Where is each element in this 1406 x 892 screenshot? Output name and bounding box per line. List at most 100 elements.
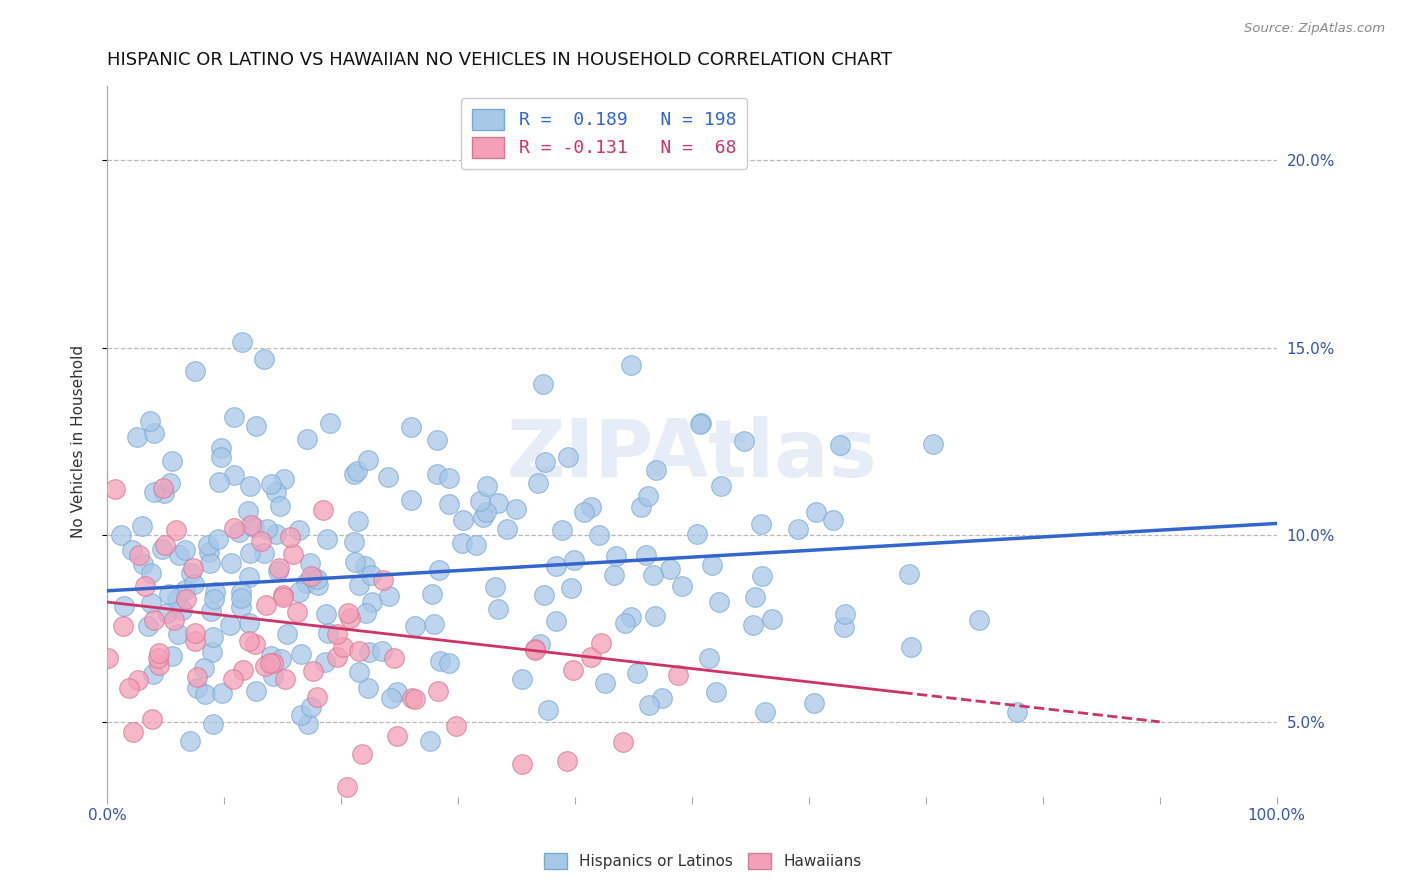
Point xyxy=(404,618,426,632)
Point xyxy=(385,685,408,699)
Point xyxy=(671,579,693,593)
Point xyxy=(312,502,335,516)
Point xyxy=(128,548,150,562)
Point xyxy=(510,673,533,687)
Point xyxy=(201,631,224,645)
Point xyxy=(751,569,773,583)
Point xyxy=(97,650,120,665)
Point xyxy=(377,590,399,604)
Point xyxy=(969,613,991,627)
Point xyxy=(231,335,253,350)
Legend: Hispanics or Latinos, Hawaiians: Hispanics or Latinos, Hawaiians xyxy=(538,847,868,875)
Point xyxy=(139,414,162,428)
Point xyxy=(534,455,557,469)
Point xyxy=(437,471,460,485)
Point xyxy=(179,733,201,747)
Point xyxy=(749,516,772,531)
Point xyxy=(437,656,460,670)
Point xyxy=(260,648,283,663)
Point xyxy=(451,535,474,549)
Point xyxy=(685,527,707,541)
Point xyxy=(136,618,159,632)
Point xyxy=(278,530,301,544)
Point xyxy=(174,591,197,606)
Point xyxy=(197,538,219,552)
Point xyxy=(288,524,311,538)
Point xyxy=(166,592,188,607)
Point xyxy=(371,644,394,658)
Point xyxy=(271,591,294,605)
Point xyxy=(173,583,195,598)
Point xyxy=(150,542,173,557)
Point xyxy=(132,557,155,571)
Point xyxy=(347,665,370,679)
Point xyxy=(426,467,449,481)
Point xyxy=(659,562,682,576)
Point xyxy=(560,581,582,595)
Point xyxy=(666,668,689,682)
Point xyxy=(111,618,134,632)
Point xyxy=(264,484,287,499)
Point xyxy=(198,557,221,571)
Point xyxy=(475,505,498,519)
Point xyxy=(222,672,245,686)
Point xyxy=(174,542,197,557)
Point xyxy=(620,610,643,624)
Point xyxy=(529,637,551,651)
Point xyxy=(141,712,163,726)
Point xyxy=(232,663,254,677)
Point xyxy=(486,496,509,510)
Point xyxy=(377,469,399,483)
Point xyxy=(200,604,222,618)
Point xyxy=(821,513,844,527)
Point xyxy=(180,566,202,581)
Point xyxy=(404,691,426,706)
Point xyxy=(593,675,616,690)
Point xyxy=(305,572,328,586)
Point xyxy=(444,718,467,732)
Point xyxy=(429,654,451,668)
Point xyxy=(336,780,359,794)
Point xyxy=(339,611,361,625)
Point xyxy=(250,534,273,549)
Point xyxy=(427,563,450,577)
Point xyxy=(561,663,583,677)
Point xyxy=(148,646,170,660)
Point xyxy=(159,476,181,491)
Point xyxy=(401,691,423,706)
Point xyxy=(562,553,585,567)
Point xyxy=(315,607,337,621)
Point xyxy=(336,607,359,621)
Point xyxy=(733,434,755,448)
Point xyxy=(198,545,221,559)
Point xyxy=(253,659,276,673)
Point xyxy=(898,567,921,582)
Point xyxy=(139,566,162,581)
Point xyxy=(574,505,596,519)
Point xyxy=(110,528,132,542)
Text: Source: ZipAtlas.com: Source: ZipAtlas.com xyxy=(1244,22,1385,36)
Point xyxy=(222,521,245,535)
Point xyxy=(651,691,673,706)
Point xyxy=(181,561,204,575)
Point xyxy=(803,696,825,710)
Point xyxy=(207,533,229,547)
Point xyxy=(537,703,560,717)
Point xyxy=(239,545,262,559)
Y-axis label: No Vehicles in Household: No Vehicles in Household xyxy=(72,344,86,538)
Point xyxy=(298,556,321,570)
Point xyxy=(222,410,245,425)
Point xyxy=(612,734,634,748)
Point xyxy=(243,637,266,651)
Point xyxy=(142,666,165,681)
Point xyxy=(142,613,165,627)
Point xyxy=(122,725,145,739)
Point xyxy=(524,642,547,657)
Point xyxy=(641,568,664,582)
Point xyxy=(163,613,186,627)
Point xyxy=(645,463,668,477)
Legend: R =  0.189   N = 198, R = -0.131   N =  68: R = 0.189 N = 198, R = -0.131 N = 68 xyxy=(461,98,747,169)
Point xyxy=(603,568,626,582)
Point xyxy=(418,733,440,747)
Point xyxy=(710,479,733,493)
